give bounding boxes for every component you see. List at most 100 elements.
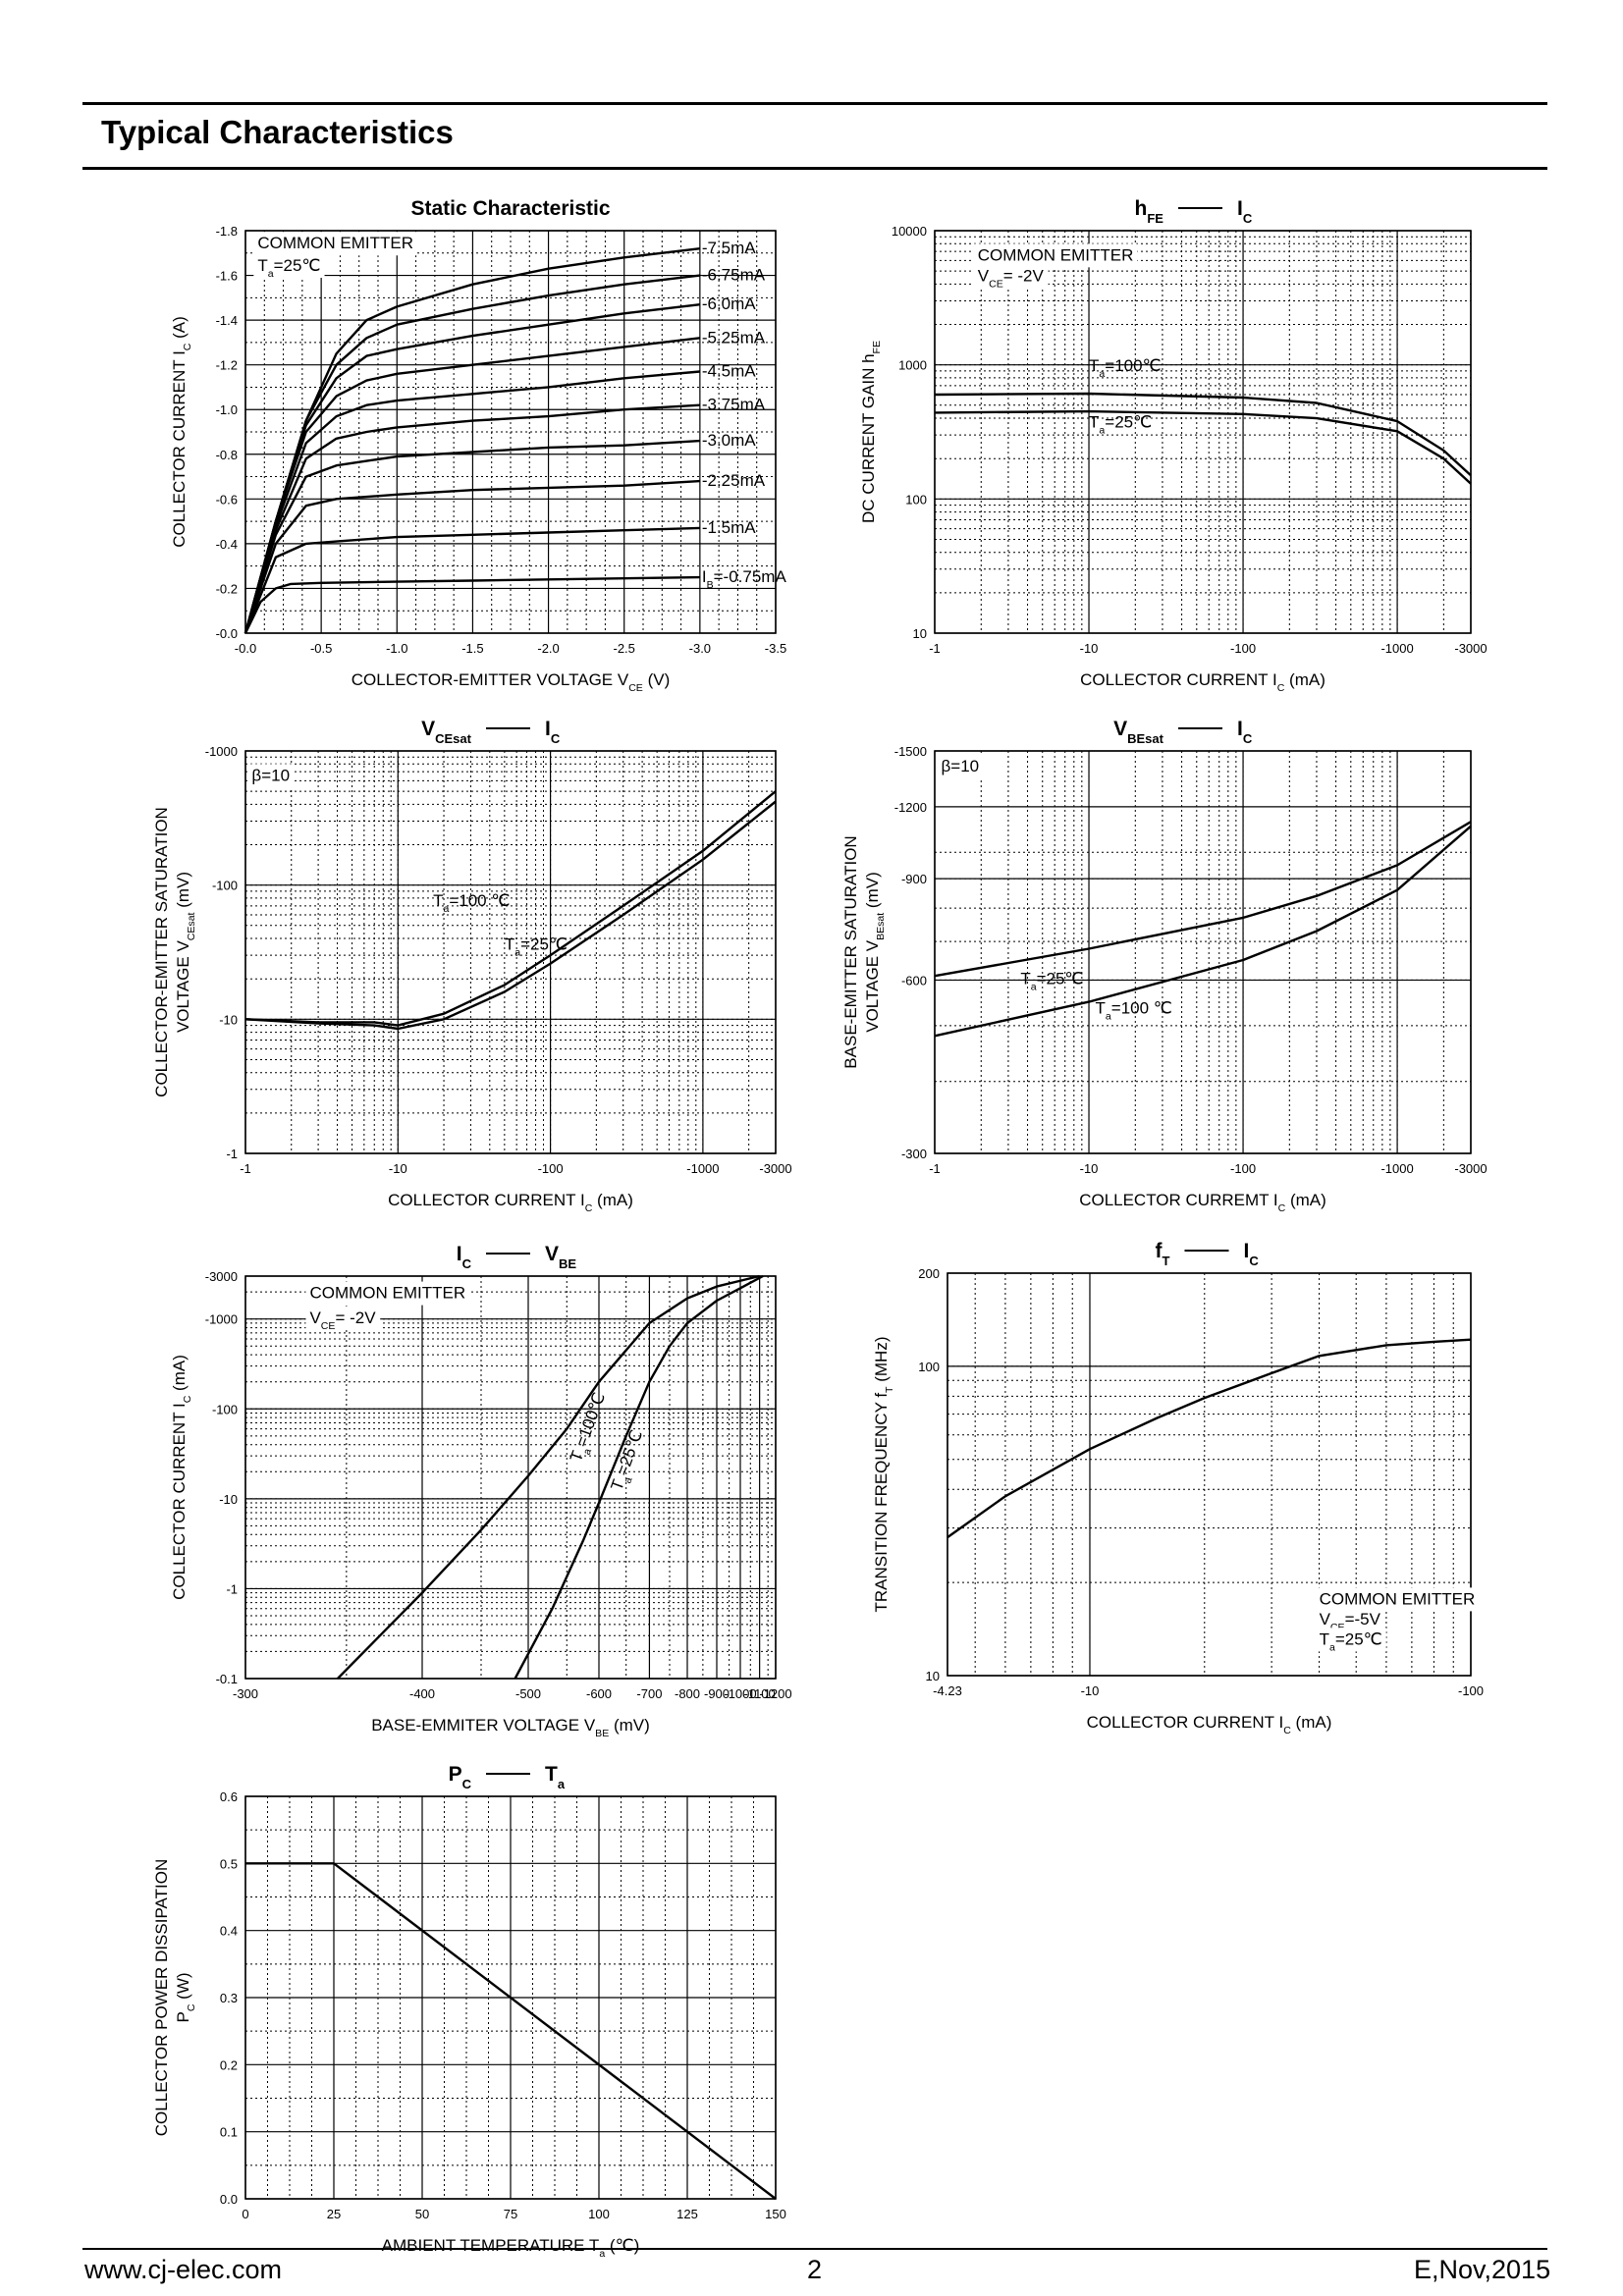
y-axis-label: DC CURRENT GAIN hFE xyxy=(859,341,883,523)
series-label: Ta=25℃ xyxy=(1089,413,1152,437)
x-axis-label-sub: a xyxy=(599,2248,605,2260)
series-line xyxy=(244,790,777,1027)
series-line xyxy=(243,439,700,634)
annotation-bg xyxy=(1315,1587,1480,1612)
chart-title-right: Ta xyxy=(545,1763,566,1791)
y-axis-label-group: COLLECTOR-EMITTER SATURATION VOLTAGE VCEs… xyxy=(152,807,197,1097)
annotation-text-sub: CE xyxy=(321,1320,336,1332)
series-label: -4.5mA xyxy=(702,362,756,381)
x-tick-label: -900 xyxy=(704,1686,730,1701)
x-tick-label: -3000 xyxy=(1454,641,1487,656)
y-tick-label: -0.2 xyxy=(216,581,238,596)
x-tick-label: -3000 xyxy=(1454,1161,1487,1176)
x-axis-label-sub: C xyxy=(1278,1202,1286,1214)
y-axis-label-2: VOLTAGE VCEsat (mV) xyxy=(174,872,197,1033)
y-tick-label: -0.4 xyxy=(216,537,238,552)
y-tick-label: 10000 xyxy=(892,224,927,239)
plot-frame xyxy=(934,230,1472,634)
y-tick-label: -1.6 xyxy=(216,269,238,284)
annotation-text-main: COMMON EMITTER xyxy=(978,245,1134,264)
major-grid xyxy=(947,1272,1472,1677)
top-rule xyxy=(82,102,1547,105)
y-axis-label-2-rest: (W) xyxy=(174,1972,192,2003)
y-axis-label-2: VOLTAGE VBEsat (mV) xyxy=(863,872,887,1033)
y-tick-label: -0.8 xyxy=(216,448,238,462)
annotation-bg xyxy=(973,264,1049,289)
minor-grid xyxy=(245,1276,776,1679)
y-tick-label: 0.0 xyxy=(220,2192,238,2207)
chart-title-left-main: I xyxy=(457,1243,462,1265)
y-tick-label: -1500 xyxy=(894,744,927,759)
series-label: -2.25mA xyxy=(702,471,766,490)
chart-title-left: IC xyxy=(457,1243,472,1271)
x-tick-label: -1000 xyxy=(1380,1161,1413,1176)
y-tick-label: -0.6 xyxy=(216,492,238,507)
x-axis-label-rest: (V) xyxy=(643,670,670,689)
series-line xyxy=(947,1338,1472,1539)
chart-title-right: IC xyxy=(1237,197,1253,226)
series-label: Ta=25℃ xyxy=(1020,970,1083,993)
annotation-text: COMMON EMITTER xyxy=(978,245,1134,264)
annotation-text-rest: =25℃ xyxy=(1335,1629,1382,1648)
series-label-main: T xyxy=(1096,998,1106,1017)
y-tick-label: 100 xyxy=(918,1360,940,1374)
chart-title-right: IC xyxy=(1237,718,1253,746)
series-label: Ta=100℃ xyxy=(1089,356,1162,380)
x-tick-label: -2.0 xyxy=(537,641,559,656)
annotation-bg xyxy=(1315,1608,1385,1632)
x-axis-label-rest: (mV) xyxy=(609,1716,650,1735)
y-tick-label: -10 xyxy=(219,1492,238,1507)
series-label: -5.25mA xyxy=(702,328,766,347)
chart-title-right-main: I xyxy=(1244,1240,1250,1262)
annotation-text-main: T xyxy=(257,256,267,275)
x-tick-label: -1200 xyxy=(759,1686,791,1701)
series-label-main: T xyxy=(1089,356,1099,375)
y-axis-label-rest: (mA) xyxy=(170,1355,189,1396)
x-axis-label-main: COLLECTOR CURRENT I xyxy=(1080,670,1277,689)
chart-title: Static Characteristic xyxy=(410,197,610,220)
series-label-sub: a xyxy=(443,903,449,915)
y-axis-label-2-rest: (mV) xyxy=(863,872,882,913)
chart-title-right-main: I xyxy=(1237,197,1243,220)
series-line xyxy=(244,800,777,1031)
x-axis-label-main: COLLECTOR CURREMT I xyxy=(1079,1191,1277,1209)
series-label: -6.0mA xyxy=(702,294,756,313)
x-tick-label: -10 xyxy=(1080,641,1099,656)
series-label-rest: =25℃ xyxy=(1037,970,1084,988)
y-axis-label-main: BASE-EMITTER SATURATION xyxy=(841,835,860,1068)
series-line xyxy=(243,403,700,634)
y-axis-label: COLLECTOR CURRENT IC (A) xyxy=(170,316,193,548)
series-label-rest: =-0.75mA xyxy=(714,567,787,586)
chart-title-left-sub: C xyxy=(462,1777,472,1791)
chart-pc-vs-ta: 0 25 50 75 100 125 1500.00.10.20.30.40.50.6PC T… xyxy=(152,1763,786,2260)
series-label-sub: a xyxy=(1099,425,1105,437)
page-title: Typical Characteristics xyxy=(101,114,454,150)
annotation-bg xyxy=(253,254,325,278)
annotation-text-main: COMMON EMITTER xyxy=(1320,1589,1476,1608)
series-label: Ta=100 ℃ xyxy=(1096,998,1172,1022)
annotation-bg xyxy=(1315,1628,1386,1652)
y-tick-label: -1200 xyxy=(894,800,927,815)
x-axis-label-rest: (mA) xyxy=(1291,1713,1332,1732)
chart-title-left: hFE xyxy=(1135,197,1164,226)
y-axis-label-2-rest: (mV) xyxy=(174,872,192,913)
x-tick-label: -700 xyxy=(636,1686,662,1701)
annotation-text-main: T xyxy=(1320,1629,1329,1648)
x-tick-label: -1000 xyxy=(724,1686,756,1701)
minor-grid xyxy=(245,231,776,633)
chart-title-left-main: h xyxy=(1135,197,1148,220)
y-tick-label: 0.4 xyxy=(220,1924,238,1939)
footer-rule xyxy=(82,2248,1547,2250)
y-tick-label: 200 xyxy=(918,1266,940,1281)
x-axis-label: AMBIENT TEMPERATURE Ta (℃) xyxy=(382,2236,640,2260)
annotation-text: COMMON EMITTER xyxy=(257,234,413,252)
y-tick-label: -10 xyxy=(219,1012,238,1027)
y-axis-label-2-main: VOLTAGE V xyxy=(174,940,192,1034)
x-tick-label: -1 xyxy=(929,1161,941,1176)
y-tick-label: 0.3 xyxy=(220,1991,238,2005)
plot-frame xyxy=(244,750,777,1154)
series-label-rest: =100℃ xyxy=(572,1390,609,1449)
series-label-main: -2.25mA xyxy=(702,471,766,490)
x-axis-label-main: COLLECTOR CURRENT I xyxy=(388,1191,585,1209)
series-label-sub: a xyxy=(581,1447,594,1457)
